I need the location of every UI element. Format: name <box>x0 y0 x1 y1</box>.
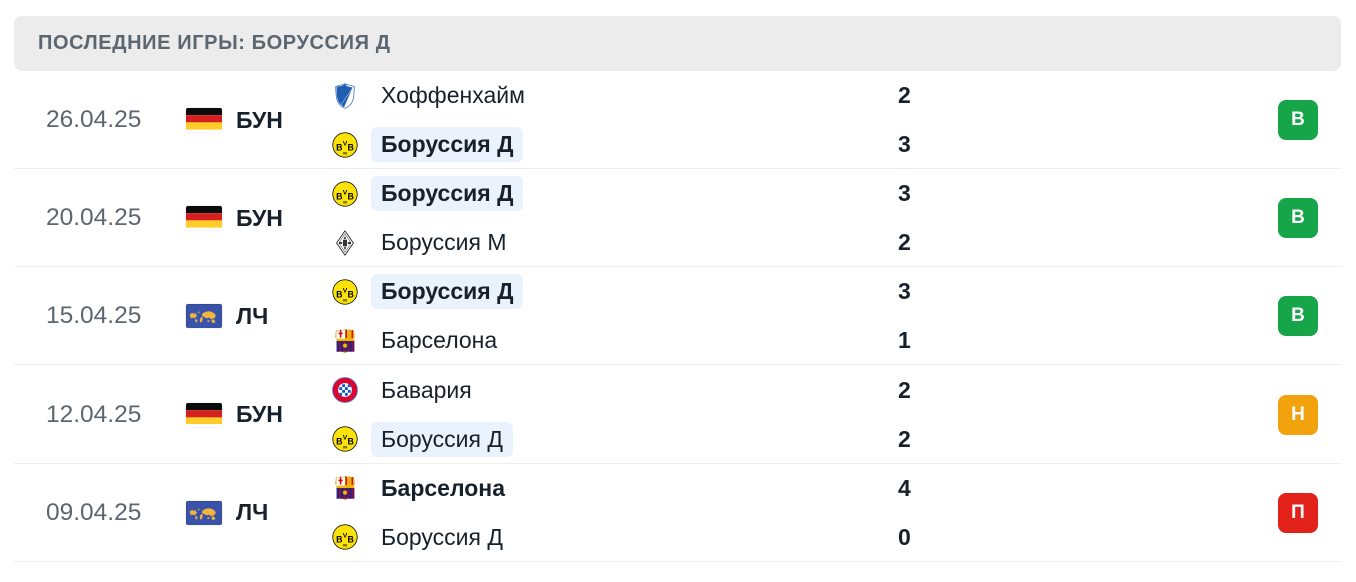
svg-text:09: 09 <box>343 298 347 302</box>
svg-text:09: 09 <box>343 151 347 155</box>
svg-text:B: B <box>347 289 353 299</box>
svg-text:V: V <box>343 435 348 442</box>
svg-text:B: B <box>347 142 353 152</box>
svg-text:V: V <box>343 533 348 540</box>
svg-text:B: B <box>336 191 342 201</box>
svg-text:V: V <box>343 140 348 147</box>
svg-text:09: 09 <box>343 544 347 548</box>
svg-text:B: B <box>347 436 353 446</box>
svg-text:B: B <box>347 191 353 201</box>
svg-text:V: V <box>343 189 348 196</box>
svg-text:B: B <box>336 289 342 299</box>
svg-text:B: B <box>336 535 342 545</box>
svg-text:09: 09 <box>343 446 347 450</box>
svg-text:B: B <box>336 436 342 446</box>
svg-text:V: V <box>343 287 348 294</box>
svg-text:B: B <box>336 142 342 152</box>
svg-text:09: 09 <box>343 200 347 204</box>
svg-text:B: B <box>347 535 353 545</box>
